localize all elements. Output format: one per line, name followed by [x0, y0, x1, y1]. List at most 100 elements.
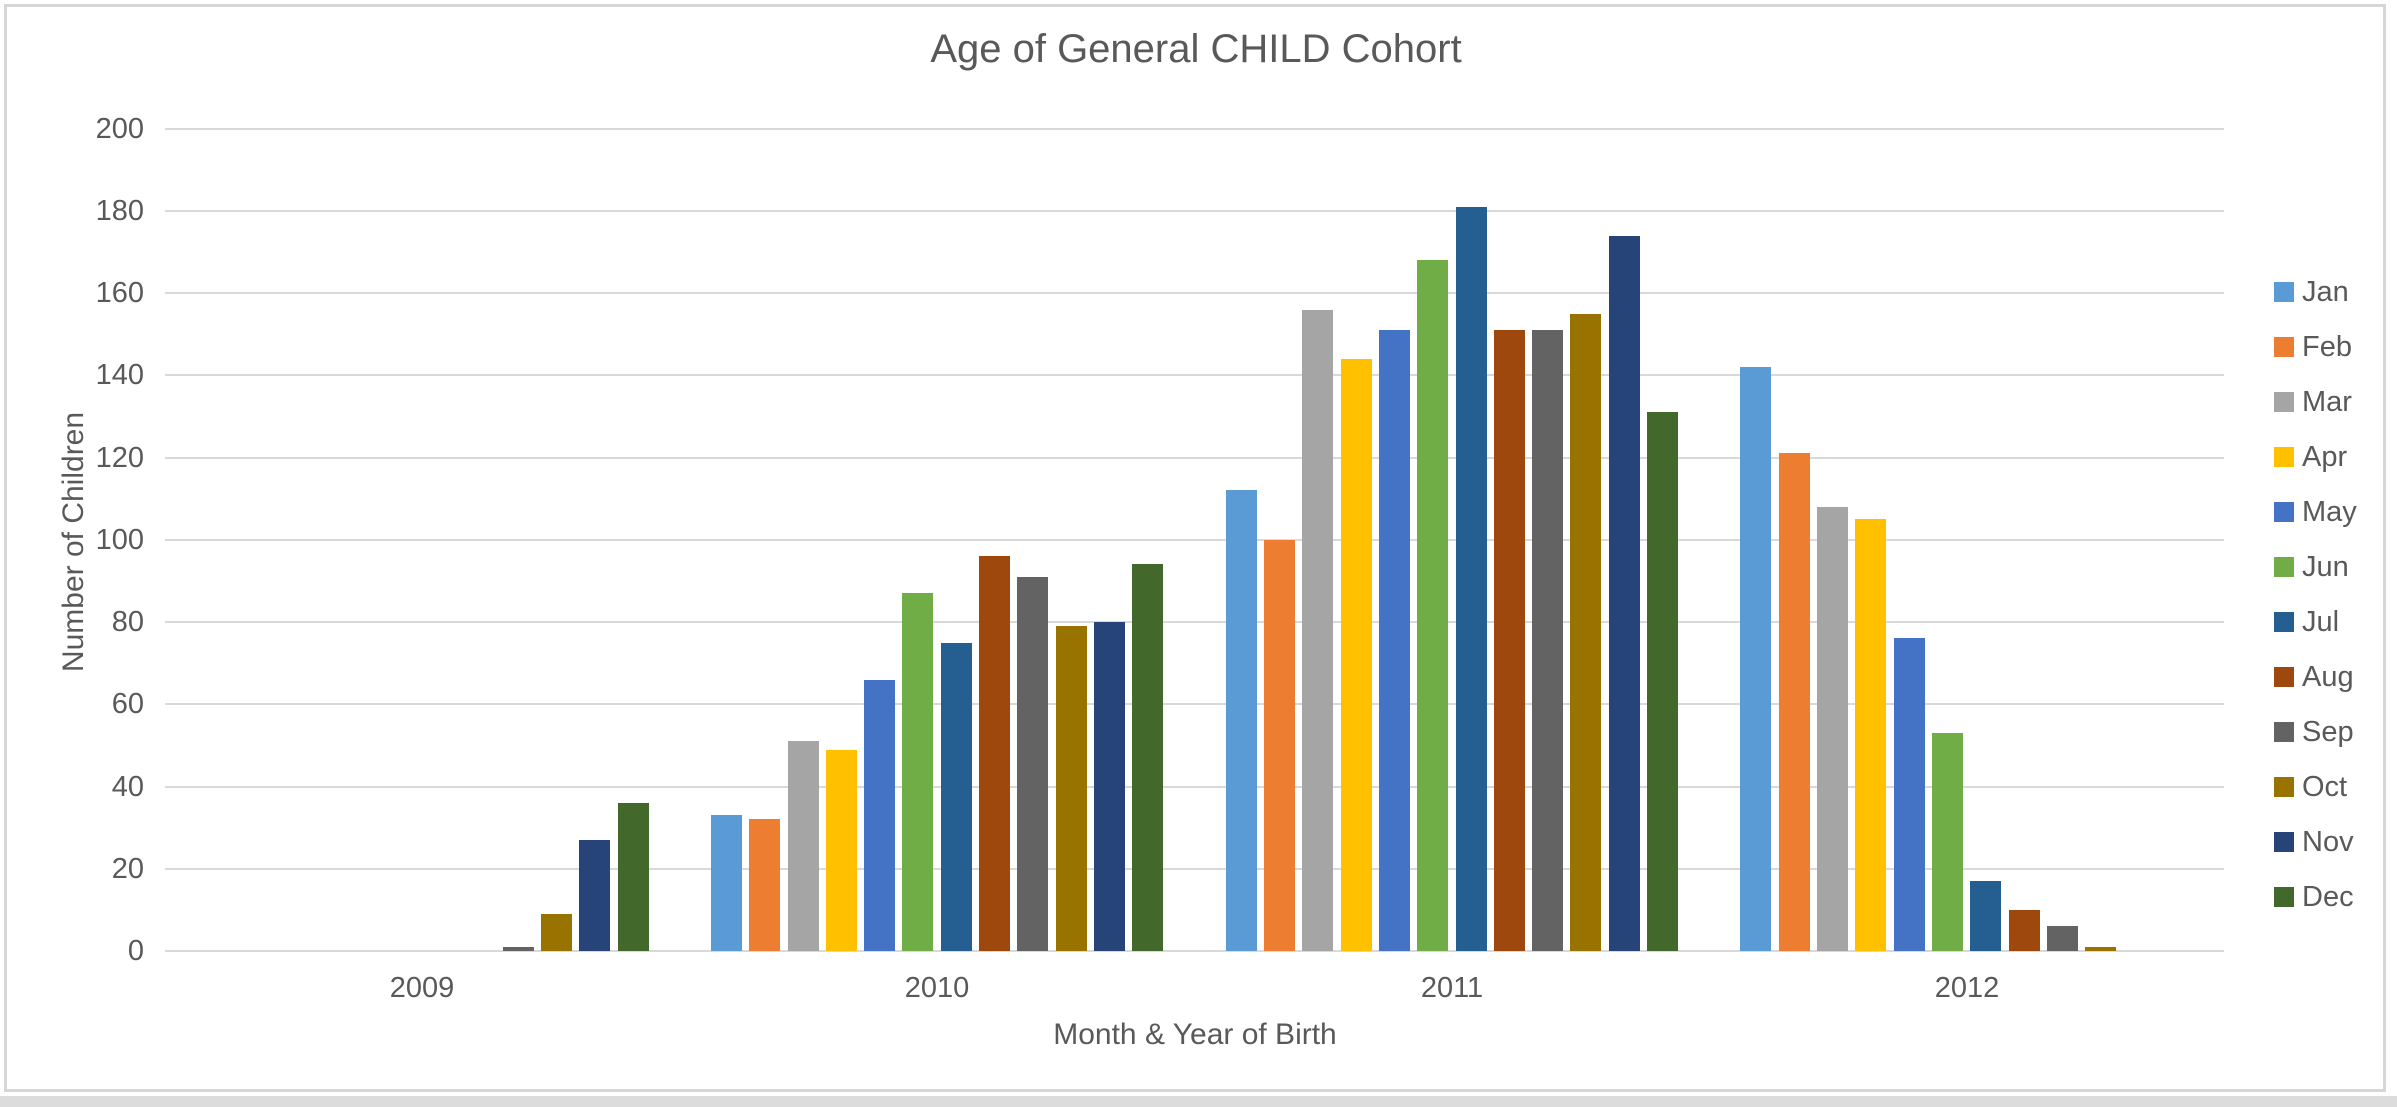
- bar-jun-2010: [902, 593, 933, 951]
- legend-swatch-jun: [2274, 557, 2294, 577]
- bar-jul-2012: [1970, 881, 2001, 951]
- bar-mar-2012: [1817, 507, 1848, 951]
- bar-feb-2010: [749, 819, 780, 951]
- chart-title: Age of General CHILD Cohort: [930, 27, 1462, 71]
- x-category-label-2009: 2009: [389, 972, 455, 1004]
- bar-jan-2012: [1740, 367, 1771, 951]
- legend-swatch-oct: [2274, 777, 2294, 797]
- bar-oct-2012: [2085, 947, 2116, 951]
- gridline-120: [165, 456, 2224, 459]
- legend-item-jan: Jan: [2274, 273, 2384, 311]
- bar-jan-2011: [1226, 490, 1257, 951]
- x-category-label-2010: 2010: [904, 972, 970, 1004]
- gridline-0: [165, 950, 2224, 952]
- legend-label-nov: Nov: [2302, 826, 2354, 858]
- gridline-160: [165, 292, 2224, 295]
- y-tick-label-40: 40: [111, 770, 144, 803]
- bar-mar-2011: [1302, 310, 1333, 951]
- x-category-label-2012: 2012: [1934, 972, 2000, 1004]
- bar-jan-2010: [711, 815, 742, 951]
- bar-dec-2009: [618, 803, 649, 951]
- bar-may-2011: [1379, 330, 1410, 951]
- legend-label-sep: Sep: [2302, 716, 2354, 748]
- gridline-100: [165, 538, 2224, 541]
- legend-item-jun: Jun: [2274, 548, 2384, 586]
- bar-nov-2011: [1609, 236, 1640, 951]
- legend-label-oct: Oct: [2302, 771, 2348, 803]
- gridline-180: [165, 209, 2224, 212]
- gridline-140: [165, 374, 2224, 377]
- legend-swatch-aug: [2274, 667, 2294, 687]
- legend-swatch-jan: [2274, 282, 2294, 302]
- bar-feb-2011: [1264, 540, 1295, 951]
- bar-dec-2011: [1647, 412, 1678, 951]
- bar-apr-2012: [1855, 519, 1886, 951]
- bar-aug-2012: [2009, 910, 2040, 951]
- bar-nov-2010: [1094, 622, 1125, 951]
- x-axis-title: Month & Year of Birth: [1053, 1018, 1337, 1051]
- y-tick-label-120: 120: [95, 441, 144, 474]
- legend-label-mar: Mar: [2302, 386, 2352, 418]
- bar-nov-2009: [579, 840, 610, 951]
- legend-item-sep: Sep: [2274, 713, 2384, 751]
- legend-swatch-may: [2274, 502, 2294, 522]
- gridline-40: [165, 785, 2224, 788]
- bar-oct-2010: [1056, 626, 1087, 951]
- legend-label-dec: Dec: [2302, 881, 2354, 913]
- y-tick-label-100: 100: [95, 523, 144, 556]
- legend-label-jun: Jun: [2302, 551, 2349, 583]
- y-tick-label-60: 60: [111, 688, 144, 721]
- bar-jul-2010: [941, 643, 972, 951]
- legend-label-apr: Apr: [2302, 441, 2348, 473]
- legend-item-apr: Apr: [2274, 438, 2384, 476]
- x-category-label-2011: 2011: [1420, 972, 1484, 1004]
- legend-swatch-apr: [2274, 447, 2294, 467]
- bar-oct-2011: [1570, 314, 1601, 951]
- legend-item-may: May: [2274, 493, 2384, 531]
- bar-may-2010: [864, 680, 895, 951]
- legend-swatch-sep: [2274, 722, 2294, 742]
- legend-swatch-jul: [2274, 612, 2294, 632]
- legend-item-aug: Aug: [2274, 658, 2384, 696]
- gridline-80: [165, 621, 2224, 624]
- legend-item-feb: Feb: [2274, 328, 2384, 366]
- legend-item-jul: Jul: [2274, 603, 2384, 641]
- bar-feb-2012: [1779, 453, 1810, 951]
- y-tick-label-180: 180: [95, 194, 144, 227]
- bar-sep-2011: [1532, 330, 1563, 951]
- bar-dec-2010: [1132, 564, 1163, 951]
- gridline-200: [165, 127, 2224, 130]
- bar-jun-2012: [1932, 733, 1963, 951]
- bar-apr-2010: [826, 750, 857, 951]
- bottom-band: [0, 1096, 2397, 1107]
- bar-aug-2010: [979, 556, 1010, 951]
- bar-mar-2010: [788, 741, 819, 951]
- bar-jul-2011: [1456, 207, 1487, 951]
- legend-swatch-feb: [2274, 337, 2294, 357]
- bar-sep-2010: [1017, 577, 1048, 951]
- legend-item-dec: Dec: [2274, 878, 2384, 916]
- legend-label-jul: Jul: [2302, 606, 2340, 638]
- legend-item-nov: Nov: [2274, 823, 2384, 861]
- y-tick-label-140: 140: [95, 359, 144, 392]
- legend-swatch-mar: [2274, 392, 2294, 412]
- y-tick-label-80: 80: [111, 606, 144, 639]
- bar-may-2012: [1894, 638, 1925, 951]
- y-tick-label-200: 200: [95, 112, 144, 145]
- legend-swatch-nov: [2274, 832, 2294, 852]
- bar-apr-2011: [1341, 359, 1372, 951]
- legend-label-jan: Jan: [2302, 276, 2349, 308]
- legend-label-feb: Feb: [2302, 331, 2352, 363]
- bar-jun-2011: [1417, 260, 1448, 951]
- legend-item-oct: Oct: [2274, 768, 2384, 806]
- legend-label-aug: Aug: [2302, 661, 2354, 693]
- legend-item-mar: Mar: [2274, 383, 2384, 421]
- y-tick-label-160: 160: [95, 277, 144, 310]
- legend-label-may: May: [2302, 496, 2357, 528]
- legend-swatch-dec: [2274, 887, 2294, 907]
- gridline-20: [165, 867, 2224, 870]
- gridline-60: [165, 703, 2224, 706]
- y-tick-label-20: 20: [111, 852, 144, 885]
- bar-oct-2009: [541, 914, 572, 951]
